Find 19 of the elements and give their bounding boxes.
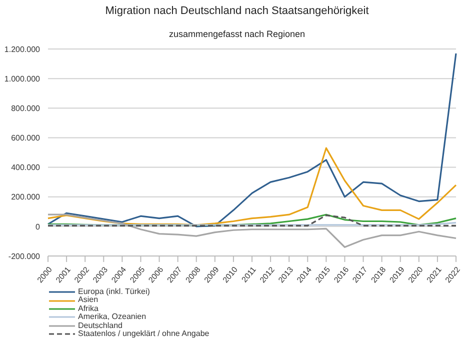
y-tick-label: 1.200.000 xyxy=(4,44,41,54)
chart-title: Migration nach Deutschland nach Staatsangehörigkeit xyxy=(104,5,370,17)
legend-label: Europa (inkl. Türkei) xyxy=(78,287,150,296)
line-series xyxy=(47,214,457,248)
y-tick-label: -200.000 xyxy=(8,252,41,261)
legend-label: Staatenlos / ungeklärt / ohne Angabe xyxy=(78,329,210,338)
legend-label: Afrika xyxy=(78,304,98,313)
y-tick-label: 400.000 xyxy=(11,163,41,172)
legend-label: Asien xyxy=(78,295,98,305)
y-tick-label: 0 xyxy=(36,222,41,232)
y-tick-label: 200.000 xyxy=(11,192,41,202)
y-tick-label: 800.000 xyxy=(11,104,41,113)
y-tick-label: 1.000.000 xyxy=(4,74,41,84)
line-series xyxy=(47,147,457,226)
line-series xyxy=(47,52,457,228)
legend-label: Deutschland xyxy=(78,320,122,330)
legend-label: Amerika, Ozeanien xyxy=(78,312,146,322)
chart-subtitle: zusammengefasst nach Regionen xyxy=(168,29,306,39)
y-tick-label: 600.000 xyxy=(11,134,41,143)
